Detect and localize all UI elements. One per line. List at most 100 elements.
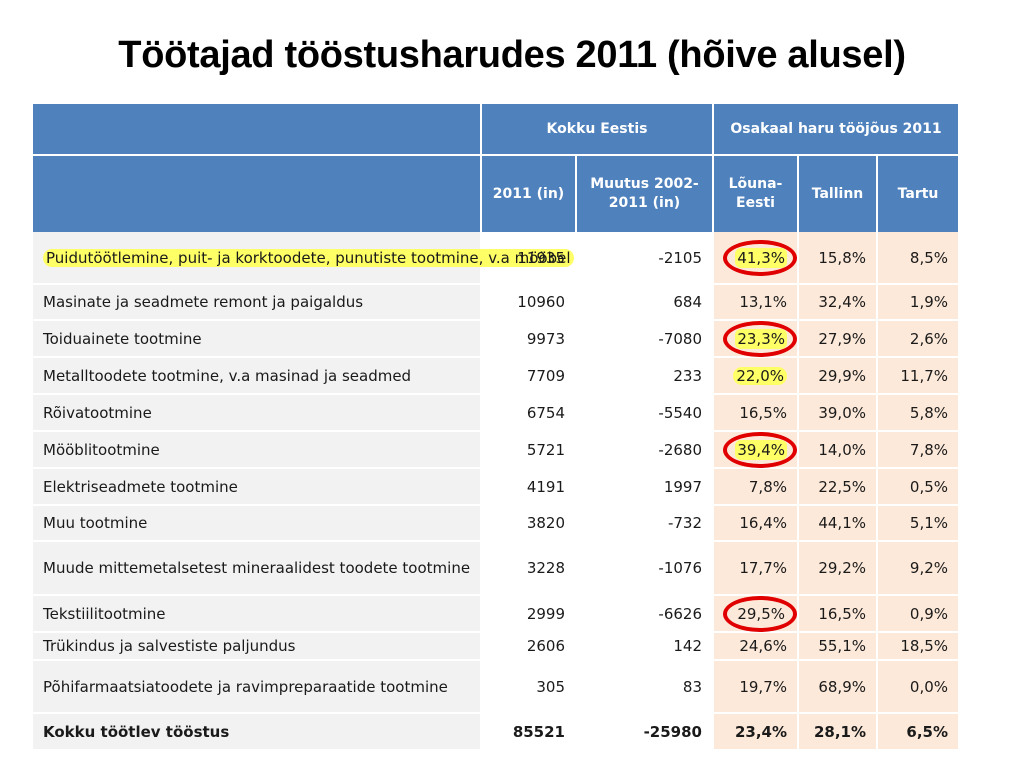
header-group-total: Kokku Eestis xyxy=(481,104,714,156)
header-blank-2 xyxy=(33,155,482,232)
share-louna-eesti: 19,7% xyxy=(713,660,799,714)
change-2002-2011: 233 xyxy=(576,357,714,395)
change-2002-2011: -5540 xyxy=(576,394,714,432)
share-louna-eesti: 7,8% xyxy=(713,468,799,506)
share-louna-eesti: 39,4% xyxy=(713,431,799,469)
header-blank xyxy=(33,104,482,156)
share-tallinn: 27,9% xyxy=(798,320,878,358)
total-share-louna-eesti: 23,4% xyxy=(713,713,799,751)
share-tartu: 8,5% xyxy=(877,232,959,285)
share-tallinn: 39,0% xyxy=(798,394,878,432)
share-tartu: 11,7% xyxy=(877,357,959,395)
total-change-2002-2011: -25980 xyxy=(576,713,714,751)
share-tallinn: 14,0% xyxy=(798,431,878,469)
share-louna-eesti: 23,3% xyxy=(713,320,799,358)
industry-name: Elektriseadmete tootmine xyxy=(33,468,482,506)
employees-2011: 10960 xyxy=(481,284,577,321)
industry-name: Metalltoodete tootmine, v.a masinad ja s… xyxy=(33,357,482,395)
header-group-share: Osakaal haru tööjõus 2011 xyxy=(713,104,959,156)
industry-name: Tekstiilitootmine xyxy=(33,595,482,633)
total-name: Kokku töötlev tööstus xyxy=(33,713,482,751)
change-2002-2011: -732 xyxy=(576,505,714,542)
share-louna-eesti: 16,4% xyxy=(713,505,799,542)
share-tallinn: 15,8% xyxy=(798,232,878,285)
total-row: Kokku töötlev tööstus 85521 -25980 23,4%… xyxy=(33,713,959,751)
employees-2011: 2999 xyxy=(481,595,577,633)
industry-name: Rõivatootmine xyxy=(33,394,482,432)
share-louna-eesti: 17,7% xyxy=(713,541,799,596)
share-tartu: 1,9% xyxy=(877,284,959,321)
share-tartu: 5,8% xyxy=(877,394,959,432)
share-tallinn: 29,2% xyxy=(798,541,878,596)
employees-2011: 6754 xyxy=(481,394,577,432)
industry-name: Trükindus ja salvestiste paljundus xyxy=(33,632,482,661)
share-tallinn: 55,1% xyxy=(798,632,878,661)
table-row: Muude mittemetalsetest mineraalidest too… xyxy=(33,541,959,596)
change-2002-2011: -7080 xyxy=(576,320,714,358)
table-row: Rõivatootmine 6754 -5540 16,5% 39,0% 5,8… xyxy=(33,394,959,432)
industry-name: Puidutöötlemine, puit- ja korktoodete, p… xyxy=(33,232,574,285)
industry-name: Masinate ja seadmete remont ja paigaldus xyxy=(33,284,482,321)
change-2002-2011: -6626 xyxy=(576,595,714,633)
share-louna-eesti: 16,5% xyxy=(713,394,799,432)
employees-2011: 5721 xyxy=(481,431,577,469)
table-row: Trükindus ja salvestiste paljundus 2606 … xyxy=(33,632,959,661)
table-row: Tekstiilitootmine 2999 -6626 29,5% 16,5%… xyxy=(33,595,959,633)
share-tallinn: 22,5% xyxy=(798,468,878,506)
industry-name: Mööblitootmine xyxy=(33,431,482,469)
change-2002-2011: -2680 xyxy=(576,431,714,469)
industry-name: Toiduainete tootmine xyxy=(33,320,482,358)
header-col-louna-eesti: Lõuna-Eesti xyxy=(713,155,799,232)
share-louna-eesti: 41,3% xyxy=(713,232,799,285)
share-tartu: 0,5% xyxy=(877,468,959,506)
employees-2011: 305 xyxy=(481,660,577,714)
share-louna-eesti: 22,0% xyxy=(713,357,799,395)
share-louna-eesti: 24,6% xyxy=(713,632,799,661)
circled-share-value: 39,4% xyxy=(723,431,797,468)
employees-2011: 3820 xyxy=(481,505,577,542)
share-tartu: 18,5% xyxy=(877,632,959,661)
employees-2011: 9973 xyxy=(481,320,577,358)
table-row: Masinate ja seadmete remont ja paigaldus… xyxy=(33,284,959,321)
share-tartu: 5,1% xyxy=(877,505,959,542)
change-2002-2011: 1997 xyxy=(576,468,714,506)
industry-name: Põhifarmaatsiatoodete ja ravimpreparaati… xyxy=(33,660,482,714)
change-2002-2011: 684 xyxy=(576,284,714,321)
highlighted-industry-name: Puidutöötlemine, puit- ja korktoodete, p… xyxy=(43,248,574,267)
share-tartu: 0,9% xyxy=(877,595,959,633)
table-row: Mööblitootmine 5721 -2680 39,4% 14,0% 7,… xyxy=(33,431,959,469)
share-louna-eesti: 29,5% xyxy=(713,595,799,633)
table-row: Metalltoodete tootmine, v.a masinad ja s… xyxy=(33,357,959,395)
total-employees-2011: 85521 xyxy=(481,713,577,751)
share-tartu: 7,8% xyxy=(877,431,959,469)
share-tartu: 2,6% xyxy=(877,320,959,358)
share-tartu: 9,2% xyxy=(877,541,959,596)
circled-share-value: 23,3% xyxy=(723,320,797,357)
change-2002-2011: 142 xyxy=(576,632,714,661)
table-row: Põhifarmaatsiatoodete ja ravimpreparaati… xyxy=(33,660,959,714)
change-2002-2011: -1076 xyxy=(576,541,714,596)
header-col-change: Muutus 2002-2011 (in) xyxy=(576,155,714,232)
total-share-tartu: 6,5% xyxy=(877,713,959,751)
employees-2011: 2606 xyxy=(481,632,577,661)
total-share-tallinn: 28,1% xyxy=(798,713,878,751)
change-2002-2011: -2105 xyxy=(576,232,714,285)
industry-name: Muude mittemetalsetest mineraalidest too… xyxy=(33,541,482,596)
change-2002-2011: 83 xyxy=(576,660,714,714)
circled-share-value: 29,5% xyxy=(723,595,797,632)
header-column-row: 2011 (in) Muutus 2002-2011 (in) Lõuna-Ee… xyxy=(33,155,959,232)
circled-share-value: 41,3% xyxy=(723,239,797,276)
highlighted-share-value: 22,0% xyxy=(733,366,787,385)
employment-table: Kokku Eestis Osakaal haru tööjõus 2011 2… xyxy=(33,104,959,751)
share-tallinn: 32,4% xyxy=(798,284,878,321)
share-tallinn: 44,1% xyxy=(798,505,878,542)
share-tallinn: 16,5% xyxy=(798,595,878,633)
share-tartu: 0,0% xyxy=(877,660,959,714)
header-group-row: Kokku Eestis Osakaal haru tööjõus 2011 xyxy=(33,104,959,156)
slide-title: Töötajad tööstusharudes 2011 (hõive alus… xyxy=(118,34,906,76)
table-row: Toiduainete tootmine 9973 -7080 23,3% 27… xyxy=(33,320,959,358)
employees-2011: 3228 xyxy=(481,541,577,596)
share-tallinn: 68,9% xyxy=(798,660,878,714)
industry-name: Muu tootmine xyxy=(33,505,482,542)
employees-2011: 4191 xyxy=(481,468,577,506)
